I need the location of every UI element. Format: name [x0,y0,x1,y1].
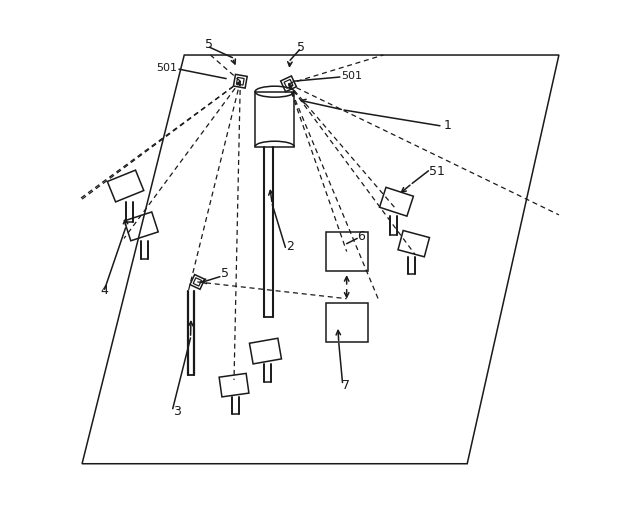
Text: 7: 7 [342,379,350,391]
Text: 51: 51 [430,166,445,178]
Text: 3: 3 [173,405,180,418]
Bar [326,232,368,271]
Text: 5: 5 [296,41,304,53]
Text: 1: 1 [444,119,451,132]
Bar [326,303,368,342]
Text: 5: 5 [221,267,229,280]
Text: 6: 6 [357,231,365,243]
Text: 5: 5 [205,38,213,51]
Text: 501: 501 [156,63,177,73]
Text: 501: 501 [342,71,363,81]
Text: 2: 2 [286,240,294,253]
Text: 4: 4 [100,285,108,297]
